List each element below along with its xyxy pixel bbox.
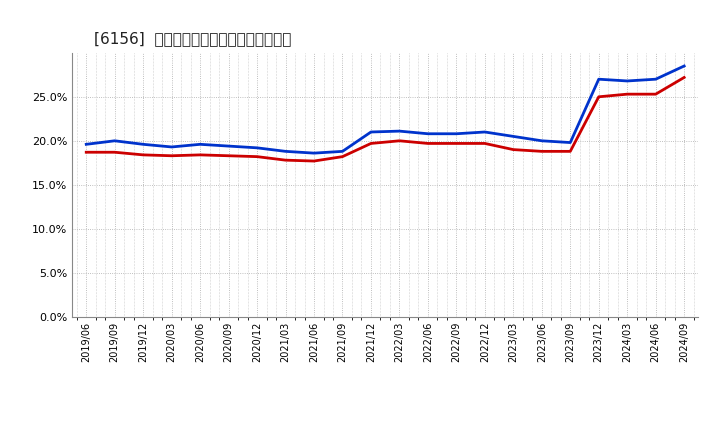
固定比率	[680, 63, 688, 69]
固定長期適合率	[310, 158, 318, 164]
固定長期適合率	[423, 141, 432, 146]
固定比率	[537, 138, 546, 143]
固定比率	[82, 142, 91, 147]
固定比率	[423, 131, 432, 136]
固定比率	[623, 78, 631, 84]
Text: [6156]  固定比率、固定長期適合率の推移: [6156] 固定比率、固定長期適合率の推移	[94, 31, 291, 46]
固定長期適合率	[282, 158, 290, 163]
固定長期適合率	[338, 154, 347, 159]
固定比率	[167, 144, 176, 150]
固定長期適合率	[225, 153, 233, 158]
Line: 固定長期適合率: 固定長期適合率	[86, 77, 684, 161]
固定比率	[652, 77, 660, 82]
固定長期適合率	[82, 150, 91, 155]
固定長期適合率	[452, 141, 461, 146]
固定長期適合率	[167, 153, 176, 158]
固定長期適合率	[139, 152, 148, 158]
固定比率	[139, 142, 148, 147]
Line: 固定比率: 固定比率	[86, 66, 684, 153]
固定長期適合率	[366, 141, 375, 146]
固定比率	[196, 142, 204, 147]
固定比率	[338, 149, 347, 154]
固定比率	[366, 129, 375, 135]
固定長期適合率	[253, 154, 261, 159]
固定長期適合率	[566, 149, 575, 154]
固定比率	[452, 131, 461, 136]
固定比率	[509, 134, 518, 139]
固定比率	[566, 140, 575, 145]
固定長期適合率	[480, 141, 489, 146]
固定長期適合率	[196, 152, 204, 158]
固定比率	[110, 138, 119, 143]
固定比率	[480, 129, 489, 135]
固定比率	[253, 145, 261, 150]
固定比率	[595, 77, 603, 82]
固定比率	[395, 128, 404, 134]
固定比率	[310, 150, 318, 156]
固定比率	[225, 143, 233, 149]
固定長期適合率	[509, 147, 518, 152]
固定長期適合率	[623, 92, 631, 97]
固定長期適合率	[395, 138, 404, 143]
固定比率	[282, 149, 290, 154]
固定長期適合率	[652, 92, 660, 97]
固定長期適合率	[595, 94, 603, 99]
固定長期適合率	[680, 75, 688, 80]
固定長期適合率	[110, 150, 119, 155]
固定長期適合率	[537, 149, 546, 154]
